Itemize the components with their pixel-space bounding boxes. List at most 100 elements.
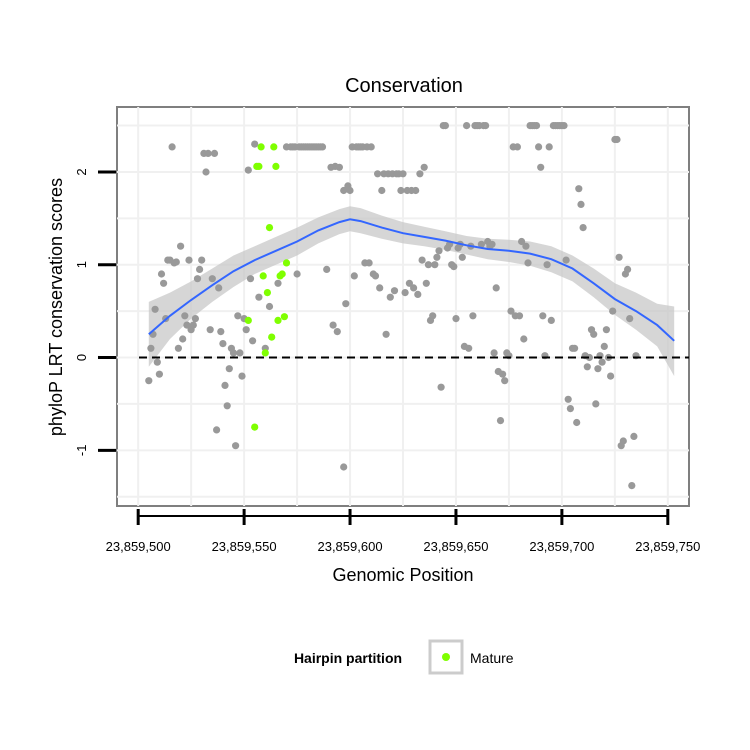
data-point <box>437 383 445 391</box>
data-point <box>340 463 348 471</box>
data-point <box>590 330 598 338</box>
data-point <box>537 163 545 171</box>
data-point <box>422 279 430 287</box>
data-point <box>236 349 244 357</box>
data-point <box>153 358 161 366</box>
data-point <box>420 163 428 171</box>
data-point <box>371 272 380 280</box>
data-point <box>217 328 225 336</box>
data-point <box>515 312 524 320</box>
data-point <box>293 270 301 278</box>
data-point <box>564 395 572 403</box>
x-tick-label: 23,859,750 <box>635 539 700 554</box>
data-point <box>543 261 551 269</box>
mature-point <box>261 349 269 357</box>
data-point <box>234 312 242 320</box>
data-point <box>242 326 250 334</box>
data-point <box>249 337 257 345</box>
data-point <box>365 259 373 267</box>
data-point <box>507 307 515 315</box>
data-point <box>518 237 526 246</box>
data-point <box>204 149 212 157</box>
data-point <box>609 307 617 315</box>
data-point <box>196 265 204 273</box>
data-point <box>412 186 420 195</box>
y-tick-label: -1 <box>74 445 89 457</box>
data-point <box>401 289 409 297</box>
data-point <box>600 342 608 350</box>
data-point <box>424 261 432 269</box>
data-point <box>155 370 163 378</box>
data-point <box>630 432 638 440</box>
mature-point <box>268 333 276 341</box>
data-point <box>522 242 530 250</box>
data-point <box>183 321 191 329</box>
mature-point <box>263 289 271 297</box>
data-point <box>229 349 238 357</box>
data-point <box>583 363 591 371</box>
data-point <box>390 287 399 295</box>
data-point <box>323 265 331 273</box>
data-point <box>179 335 187 343</box>
data-point <box>210 149 219 157</box>
data-point <box>350 272 358 280</box>
mature-point <box>282 259 291 267</box>
data-point <box>499 370 507 378</box>
data-point <box>185 256 193 264</box>
data-point <box>429 312 437 320</box>
y-axis-title: phyloP LRT conservation scores <box>46 178 66 436</box>
data-point <box>346 186 354 195</box>
data-point <box>215 284 223 292</box>
data-point <box>378 186 386 195</box>
data-point <box>340 186 348 195</box>
data-point <box>221 381 229 389</box>
data-point <box>532 122 541 130</box>
x-tick-label: 23,859,500 <box>106 539 171 554</box>
data-point <box>431 261 439 269</box>
data-point <box>577 200 585 208</box>
data-point <box>492 284 500 292</box>
x-axis: 23,859,500 23,859,550 23,859,600 23,859,650… <box>106 509 700 554</box>
data-point <box>598 358 606 366</box>
data-point <box>244 166 252 174</box>
data-point <box>198 256 206 264</box>
data-point <box>545 143 553 151</box>
data-point <box>602 326 611 334</box>
data-point <box>397 186 405 195</box>
legend: Hairpin partition Mature <box>294 639 514 675</box>
data-point <box>573 418 581 427</box>
data-point <box>405 279 413 287</box>
scatter-points <box>145 122 640 490</box>
data-point <box>416 170 424 178</box>
data-point <box>223 402 231 410</box>
data-point <box>579 224 587 232</box>
data-point <box>562 256 570 264</box>
data-point <box>168 143 176 151</box>
data-point <box>619 437 627 445</box>
data-point <box>382 330 390 338</box>
data-point <box>624 265 632 273</box>
data-point <box>496 417 505 425</box>
data-point <box>571 344 579 352</box>
mature-point <box>278 270 286 278</box>
data-point <box>177 242 185 250</box>
data-point <box>225 365 233 373</box>
data-point <box>147 344 155 352</box>
mature-point <box>265 224 274 232</box>
data-point <box>213 426 221 434</box>
data-point <box>172 258 180 266</box>
data-point <box>181 312 189 320</box>
data-point <box>145 377 153 385</box>
data-point <box>191 315 199 323</box>
legend-title: Hairpin partition <box>294 650 402 666</box>
data-point <box>414 290 422 298</box>
legend-key-mature-point <box>442 653 450 661</box>
data-point <box>628 482 636 490</box>
mature-point <box>272 162 280 170</box>
mature-point <box>259 272 267 280</box>
data-point <box>607 372 615 380</box>
data-point <box>202 168 210 176</box>
data-point <box>219 340 227 348</box>
data-point <box>513 143 522 151</box>
